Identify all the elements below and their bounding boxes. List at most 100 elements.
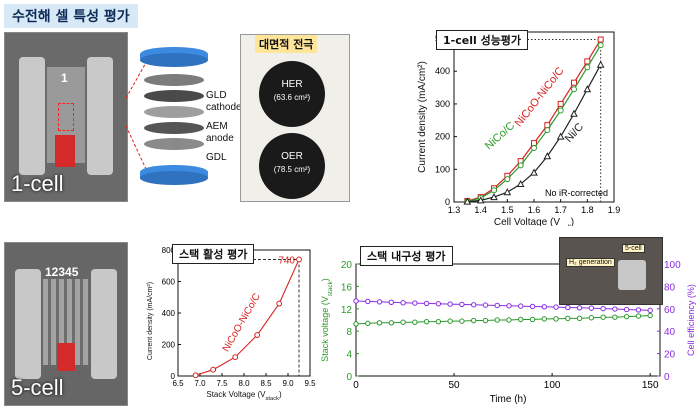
electrode-title: 대면적 전극 xyxy=(255,35,318,53)
x-tick-label: 7.5 xyxy=(216,379,228,388)
cell-number: 1 xyxy=(61,71,68,85)
data-point xyxy=(576,315,583,322)
data-point xyxy=(494,302,500,309)
data-point xyxy=(353,298,359,304)
plot-frame xyxy=(355,263,661,377)
data-point xyxy=(476,196,485,204)
data-point xyxy=(388,320,395,326)
data-point xyxy=(423,318,430,325)
oer-label: OER xyxy=(281,151,303,162)
x-tick-label: 6.5 xyxy=(172,379,184,388)
data-point xyxy=(612,314,618,320)
data-point xyxy=(353,321,359,327)
data-point xyxy=(232,354,239,360)
max-annotation: 740 xyxy=(278,255,295,266)
data-point xyxy=(482,302,489,308)
x-tick-label: 1.9 xyxy=(608,205,621,215)
x-tick-label: 1.3 xyxy=(448,205,461,215)
her-electrode xyxy=(259,61,325,127)
data-point xyxy=(517,162,524,169)
data-point xyxy=(583,85,592,93)
data-point xyxy=(504,176,511,183)
red-connector xyxy=(57,343,75,371)
x-tick-label: 1.6 xyxy=(528,205,541,215)
page-title: 수전해 셀 특성 평가 xyxy=(4,4,138,28)
her-label: HER xyxy=(281,79,303,90)
y-tick-label: 4 xyxy=(346,350,352,361)
photo-label-5-cell: 5-cell xyxy=(11,375,64,400)
series-label: NiCoO-NiCo/C xyxy=(221,292,263,354)
label-gld: GLD xyxy=(206,90,227,101)
x-axis-label: Time (h) xyxy=(490,394,527,405)
data-point xyxy=(565,315,571,322)
y-tick-label: 200 xyxy=(435,132,450,142)
series-line xyxy=(195,259,300,376)
stack-durability-chart: 0 50 100 150 0 4 8 12 16 20 0 20 40 60 80 100 Time (h) St… xyxy=(320,260,696,405)
photo-label-1-cell: 1-cell xyxy=(11,171,64,196)
y-axis-label: Stack voltage (Vstack) xyxy=(320,278,334,362)
data-point xyxy=(516,179,525,188)
y2-axis-label: Cell efficiency (%) xyxy=(686,284,696,356)
y2-tick-label: 40 xyxy=(664,327,676,338)
label-anode: anode xyxy=(206,133,234,144)
oer-electrode xyxy=(259,133,325,199)
series-label-nicoo: NiCoO-NiCo/C xyxy=(513,65,567,129)
data-point xyxy=(588,305,595,311)
data-point xyxy=(435,301,442,307)
x-axis-label: Cell Voltage (Vcell) xyxy=(494,217,574,226)
y-tick-label: 12 xyxy=(341,305,353,316)
data-point xyxy=(447,318,453,324)
data-point xyxy=(571,86,577,93)
data-point xyxy=(400,300,406,306)
data-point xyxy=(529,316,536,323)
her-area: (63.6 cm²) xyxy=(273,93,311,102)
y-axis-label: Current density (mA/cm²) xyxy=(147,282,154,360)
data-point xyxy=(459,301,465,308)
y2-tick-label: 100 xyxy=(664,260,681,271)
inset-5cell-label: 5-cell xyxy=(622,244,645,253)
data-point xyxy=(635,307,642,313)
chart2-title: 스택 활성 평가 xyxy=(172,244,255,264)
y2-tick-label: 80 xyxy=(664,282,676,293)
red-connector xyxy=(55,135,75,167)
data-point xyxy=(553,304,559,310)
data-point xyxy=(635,313,642,319)
y-tick-label: 800 xyxy=(162,246,176,255)
oer-area: (78.5 cm²) xyxy=(273,165,311,174)
data-point xyxy=(623,306,630,313)
label-aem: AEM xyxy=(206,121,228,132)
data-point xyxy=(365,298,371,305)
data-point xyxy=(296,256,302,263)
layer-gdl xyxy=(144,138,204,150)
data-point xyxy=(210,366,217,373)
layer-aem xyxy=(144,106,204,118)
data-point xyxy=(491,187,497,194)
data-point xyxy=(470,302,477,308)
data-point xyxy=(365,320,371,327)
inset-h2-label: H₂ generation xyxy=(566,258,615,267)
series-label-nico: NiCo/C xyxy=(483,120,517,153)
data-point xyxy=(435,318,442,325)
data-point xyxy=(412,319,418,325)
data-point xyxy=(597,36,604,43)
layer-cathode xyxy=(144,90,204,102)
zoom-line-top xyxy=(126,51,153,99)
data-point xyxy=(553,316,559,322)
data-point xyxy=(376,320,383,326)
data-point xyxy=(376,299,383,305)
chart3-title: 스택 내구성 평가 xyxy=(360,246,453,266)
x-tick-label: 1.8 xyxy=(581,205,594,215)
y2-tick-label: 60 xyxy=(664,305,676,316)
cell-plate-left xyxy=(19,57,45,175)
data-point xyxy=(647,307,653,314)
durability-inset-photo: H₂ generation 5-cell xyxy=(559,237,663,305)
stack-activity-chart: 6.5 7.0 7.5 8.0 8.5 9.0 9.5 0 200 400 600 800 Stack … xyxy=(147,246,316,402)
label-gdl: GDL xyxy=(206,152,227,163)
data-point xyxy=(494,317,500,323)
data-point xyxy=(503,188,512,196)
data-point xyxy=(612,306,618,312)
series-line xyxy=(467,44,602,202)
x-tick-label: 50 xyxy=(449,380,461,391)
data-point xyxy=(596,60,605,68)
data-point xyxy=(506,317,512,323)
